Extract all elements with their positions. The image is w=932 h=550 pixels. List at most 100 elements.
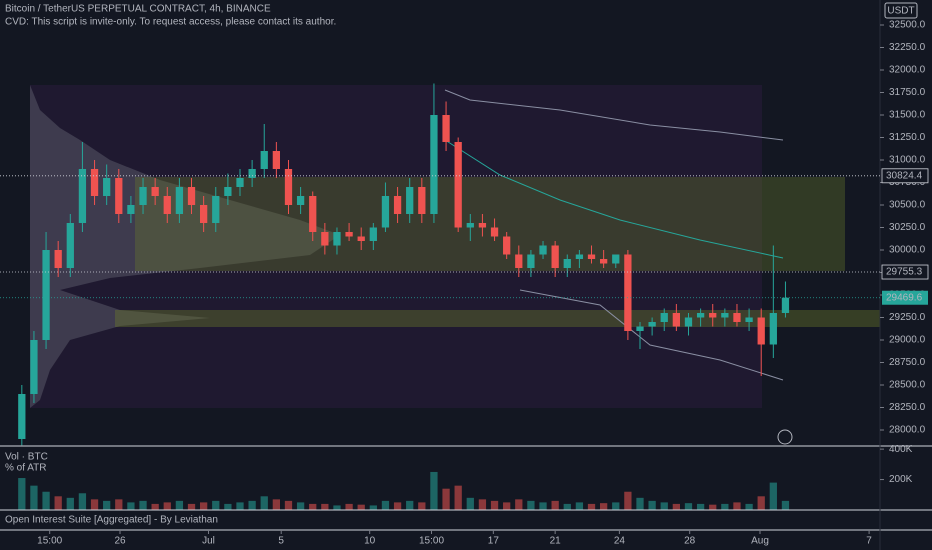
volume-bar [600,503,608,510]
candle-body [272,151,280,170]
volume-label: Vol · BTC [5,452,48,463]
currency[interactable]: USDT [887,6,914,17]
x-tick-label: 5 [278,536,284,547]
volume-bar [54,496,62,510]
volume-bar [187,503,196,510]
candle-body [454,142,462,228]
candle-body [357,236,365,241]
volume-bar [369,505,377,510]
alert-icon [777,429,793,445]
volume-profile [30,85,340,408]
volume-bar [18,478,26,510]
price-tag [881,168,929,184]
volume-bar [612,502,620,510]
volume-bar [260,496,268,510]
y-tick-label: 29000.0 [889,335,926,346]
candle-body [296,195,305,205]
volume-bar [745,503,753,510]
volume-bar [200,502,208,510]
plot [18,83,790,510]
candle-body [187,186,196,205]
volume-bar [721,503,729,510]
y-tick-label: 28750.0 [889,357,926,368]
volume-bar [563,503,571,510]
volume-bar [490,500,499,510]
volume-bar [30,485,38,510]
volume-bar [224,503,232,510]
volume-bar [648,500,656,510]
candle-body [66,222,74,268]
volume-bar [345,503,353,510]
volume-sublabel: % of ATR [5,463,47,474]
volume-bar [333,505,341,510]
candle-body [54,249,62,268]
y-tick-label: 32250.0 [889,42,926,53]
candle-body [624,254,632,331]
last-price-tag [882,290,928,305]
candle-body [369,227,377,241]
volume-bar [478,499,487,510]
volume-bar [78,493,87,510]
x-tick-label: 7 [866,536,872,547]
volume-bar [672,503,680,510]
candle-body [515,254,523,268]
candle-body [551,245,559,268]
candle-body [42,249,50,340]
volume-tick-label: 200K [889,474,913,485]
candle-body [381,195,390,228]
volume-bar [406,500,414,510]
candle-body [696,312,705,318]
x-tick-label: Jul [202,536,215,547]
chart-title: Bitcoin / TetherUS PERPETUAL CONTRACT, 4… [5,4,271,15]
candle-body [575,254,584,259]
volume-bar [212,500,220,510]
volume-bar [393,502,402,510]
x-tick-label: 21 [550,536,562,547]
volume-bar [769,482,777,510]
volume-bar [309,503,317,510]
candle-body [442,115,450,143]
volume-bar [151,503,159,510]
candle-body [333,231,341,246]
volume-bar [781,500,790,510]
candle-body [709,312,717,318]
volume-bar [539,502,547,510]
volume-bar [42,491,50,510]
candle-body [721,312,729,318]
volume-bar [624,491,632,510]
volume-bar [418,502,426,510]
volume-bar [515,499,523,510]
candle-body [600,258,608,264]
candle-body [248,169,256,178]
y-tick-label: 32500.0 [889,20,926,31]
x-tick-label: 15:00 [419,536,444,547]
candle-body [733,312,741,322]
price-tag [881,264,929,280]
volume-bar [103,500,111,510]
volume-bar [575,502,584,510]
volume-bar [248,500,256,510]
candle-body [684,317,693,327]
candle-body [563,258,571,268]
candle-body [321,231,329,246]
candle-body [30,339,38,394]
volume-bar [660,502,668,510]
volume-bar [527,500,535,510]
candle-body [200,204,208,223]
candle-body [478,222,487,228]
candle-body [490,227,499,237]
volume-bar [127,502,135,510]
candle-body [90,169,99,196]
candle-body [660,312,668,322]
volume-bar [757,496,765,510]
price-tag-label: 30824.4 [886,170,923,181]
volume-bar [66,497,74,510]
candle-body [466,222,474,228]
volume-bar [381,500,390,510]
chart-subtitle: CVD: This script is invite-only. To requ… [5,17,336,28]
currency-box[interactable] [884,2,918,19]
candle-body [175,186,184,214]
y-tick-label: 30500.0 [889,200,926,211]
candle-body [527,254,535,268]
